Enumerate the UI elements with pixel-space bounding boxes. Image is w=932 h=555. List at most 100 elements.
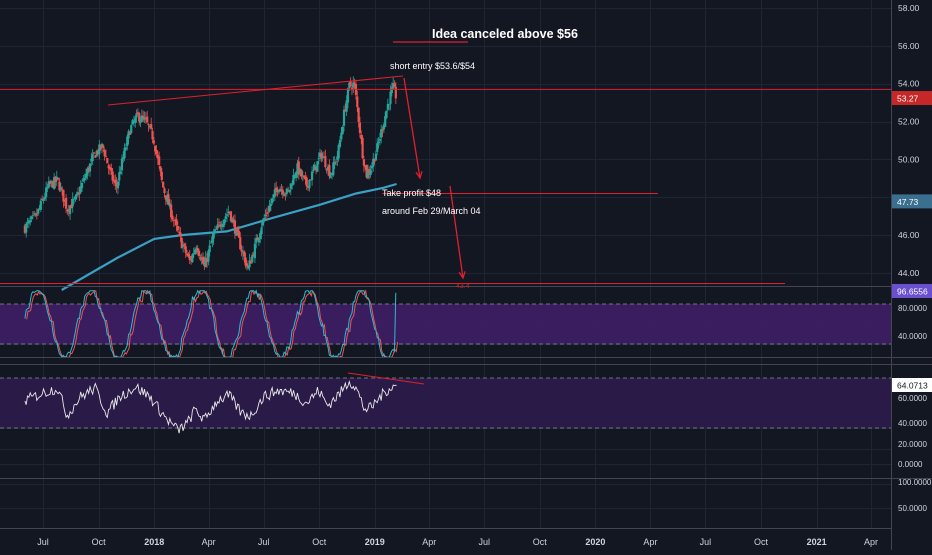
candle-body <box>199 257 202 260</box>
candlestick-series <box>23 76 397 271</box>
candle-body <box>344 109 347 112</box>
candle-body <box>57 177 60 180</box>
candle-body <box>225 214 229 216</box>
target-arrow-head[interactable] <box>458 271 466 280</box>
candle-body <box>261 219 264 226</box>
candle-body <box>385 110 388 118</box>
price-axis-badges: 53.27 47.73 96.6556 64.0713 <box>892 91 932 392</box>
price-axis-tick: 54.00 <box>898 79 920 89</box>
ma-200-line <box>61 182 397 291</box>
candle-body <box>155 149 158 155</box>
candle-body <box>180 237 183 249</box>
candle-body <box>166 196 169 202</box>
candle-body <box>181 245 185 247</box>
candle-body <box>341 126 344 135</box>
rsi-divergence-line[interactable] <box>347 372 425 385</box>
rsi-axis-tick: 60.0000 <box>898 394 927 403</box>
candle-body <box>332 162 335 176</box>
candle-body <box>373 158 376 162</box>
idea-title: Idea canceled above $56 <box>432 27 578 41</box>
candle-body <box>352 82 355 88</box>
candle-body <box>253 243 256 259</box>
candle-body <box>309 179 312 181</box>
candle-body <box>159 166 162 172</box>
candle-body <box>195 248 198 252</box>
candle-body <box>38 207 41 210</box>
rsi-value-badge: 64.0713 <box>897 381 928 391</box>
candle-body <box>252 254 255 256</box>
candle-body <box>318 152 322 157</box>
candle-body <box>275 187 278 191</box>
axes: Jul Oct 2018 Apr Jul Oct 2019 Apr Jul Oct 2020 Apr J… <box>37 3 932 547</box>
candle-body <box>321 156 324 159</box>
candle-body <box>110 167 113 171</box>
annotation-drawings[interactable] <box>0 41 891 385</box>
stoch-axis-tick: 40.0000 <box>898 332 927 341</box>
candle-body <box>152 140 155 144</box>
candle-body <box>237 231 241 238</box>
candle-body <box>139 120 142 123</box>
time-axis-label: 2020 <box>585 537 605 547</box>
candle-body <box>162 181 165 188</box>
candle-body <box>235 228 238 236</box>
candle-body <box>171 215 174 220</box>
candle-body <box>132 121 135 123</box>
time-axis-label: Apr <box>422 537 436 547</box>
candle-body <box>118 172 121 181</box>
time-axis-label: Apr <box>202 537 216 547</box>
candle-body <box>364 165 367 168</box>
candle-body <box>72 198 76 200</box>
rsi-line <box>24 379 397 434</box>
candle-body <box>151 131 154 140</box>
price-axis-tick: 46.00 <box>898 230 920 240</box>
candle-body <box>324 156 327 168</box>
candle-body <box>193 249 197 255</box>
upper-trend-line[interactable] <box>107 75 404 106</box>
candle-body <box>88 163 92 172</box>
candle-body <box>223 219 226 225</box>
candle-body <box>271 198 274 204</box>
candle-body <box>388 103 391 105</box>
price-axis-tick: 50.00 <box>898 154 920 164</box>
candle-body <box>255 238 258 243</box>
candle-body <box>268 205 271 212</box>
target-arrow[interactable] <box>449 185 464 279</box>
time-axis-label: Oct <box>92 537 107 547</box>
candle-body <box>377 141 380 144</box>
candle-body <box>362 159 366 166</box>
entry-arrow-head[interactable] <box>415 171 423 180</box>
candle-body <box>209 242 213 244</box>
candle-body <box>227 212 230 213</box>
candle-body <box>257 237 260 243</box>
candle-body <box>245 263 249 267</box>
stoch-value-badge-bg <box>892 284 932 298</box>
candle-body <box>384 116 387 127</box>
candle-body <box>224 216 227 219</box>
candle-body <box>108 167 112 170</box>
candle-body <box>128 133 132 135</box>
candle-body <box>301 175 304 177</box>
candle-body <box>43 196 46 200</box>
candle-body <box>243 251 246 257</box>
candle-body <box>317 158 320 159</box>
candle-body <box>92 152 96 154</box>
candle-body <box>158 156 161 165</box>
candle-body <box>267 211 270 213</box>
time-axis-label: 2018 <box>144 537 164 547</box>
candle-body <box>150 123 153 129</box>
candle-body <box>392 83 395 89</box>
candle-body <box>75 193 78 196</box>
candle-body <box>197 250 201 257</box>
candle-body <box>87 167 90 172</box>
candle-body <box>50 180 53 183</box>
candle-body <box>67 209 70 212</box>
candle-body <box>183 244 186 246</box>
candle-body <box>41 198 44 200</box>
candle-body <box>148 125 151 128</box>
candle-body <box>168 203 171 207</box>
entry-arrow[interactable] <box>403 77 421 179</box>
